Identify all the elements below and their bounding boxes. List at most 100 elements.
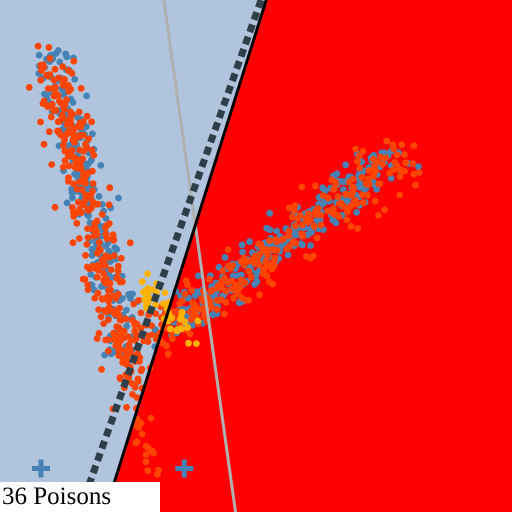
data-point [107, 266, 115, 273]
data-point [93, 335, 101, 342]
data-point [46, 55, 54, 62]
data-point [114, 274, 121, 281]
data-point [134, 378, 142, 385]
data-point [256, 291, 263, 299]
data-point [65, 162, 73, 170]
data-point [110, 336, 117, 343]
data-point [291, 207, 298, 214]
data-point [39, 61, 47, 69]
data-point [111, 244, 119, 252]
data-point [69, 110, 76, 118]
data-point [305, 210, 312, 218]
data-point [83, 241, 91, 248]
solid-boundary [103, 0, 268, 512]
data-point [80, 171, 87, 178]
data-point [313, 234, 321, 242]
data-point [161, 289, 169, 297]
data-point [186, 330, 194, 338]
data-point [401, 151, 408, 159]
data-point [114, 267, 122, 275]
data-point [218, 278, 226, 285]
data-point [81, 179, 89, 187]
data-point [105, 201, 113, 209]
data-point [69, 194, 76, 202]
data-point [115, 194, 122, 202]
data-point [34, 42, 42, 50]
data-point [371, 197, 379, 205]
data-point [221, 253, 229, 261]
reference-line [162, 0, 238, 512]
data-point [206, 275, 213, 283]
data-point [37, 76, 45, 84]
data-point [177, 313, 185, 320]
data-point [395, 165, 402, 173]
data-point [159, 339, 167, 347]
data-point [98, 366, 105, 373]
data-point [327, 208, 335, 216]
data-point [365, 167, 373, 175]
data-point [142, 442, 150, 450]
data-point [35, 51, 43, 59]
data-point [213, 306, 221, 313]
data-point [104, 293, 111, 301]
data-point [60, 76, 68, 83]
data-point [70, 208, 77, 216]
plus-marker-right [175, 459, 194, 478]
data-point [181, 318, 189, 326]
data-point [83, 92, 90, 100]
data-point [73, 219, 81, 227]
data-point [65, 174, 72, 182]
data-point [342, 190, 350, 198]
data-point [266, 209, 274, 217]
data-point [123, 354, 130, 362]
data-point [353, 157, 361, 165]
data-point [382, 154, 390, 162]
data-point [289, 213, 296, 221]
data-point [63, 199, 71, 207]
data-point [95, 238, 103, 246]
data-point [106, 184, 114, 192]
data-point [221, 310, 228, 318]
data-point [142, 451, 150, 458]
data-point [84, 234, 92, 241]
data-point [312, 208, 320, 216]
data-point [358, 191, 366, 199]
data-point [140, 337, 148, 345]
data-point [155, 466, 162, 474]
scatter-points [25, 42, 423, 478]
data-point [93, 249, 101, 257]
data-point [114, 262, 122, 270]
data-point [297, 240, 305, 248]
data-point [116, 374, 124, 381]
data-point [185, 339, 192, 347]
data-point [320, 192, 327, 200]
data-point [148, 322, 156, 329]
data-point [344, 208, 351, 216]
data-point [213, 284, 221, 292]
data-point [71, 76, 79, 83]
data-point [38, 66, 45, 74]
data-point [61, 136, 68, 144]
data-point [79, 155, 87, 163]
data-point [332, 219, 340, 227]
data-point [147, 414, 155, 422]
data-point [75, 164, 82, 172]
data-point [104, 336, 111, 344]
data-point [52, 106, 60, 114]
data-point [233, 290, 241, 298]
data-point [85, 135, 93, 143]
data-point [40, 140, 48, 148]
data-point [71, 138, 78, 146]
data-point [144, 467, 152, 474]
data-point [188, 316, 195, 323]
data-point [75, 235, 83, 242]
data-point [152, 301, 160, 308]
data-point [84, 205, 91, 213]
data-point [81, 275, 89, 283]
data-point [376, 180, 384, 188]
data-point [55, 74, 62, 82]
data-point [83, 112, 91, 120]
data-point [103, 235, 111, 243]
data-point [52, 89, 60, 97]
data-point [104, 316, 112, 324]
